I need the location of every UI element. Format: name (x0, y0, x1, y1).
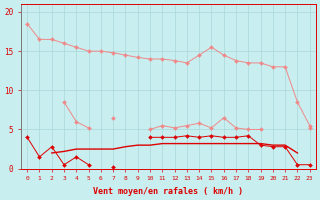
X-axis label: Vent moyen/en rafales ( km/h ): Vent moyen/en rafales ( km/h ) (93, 187, 244, 196)
